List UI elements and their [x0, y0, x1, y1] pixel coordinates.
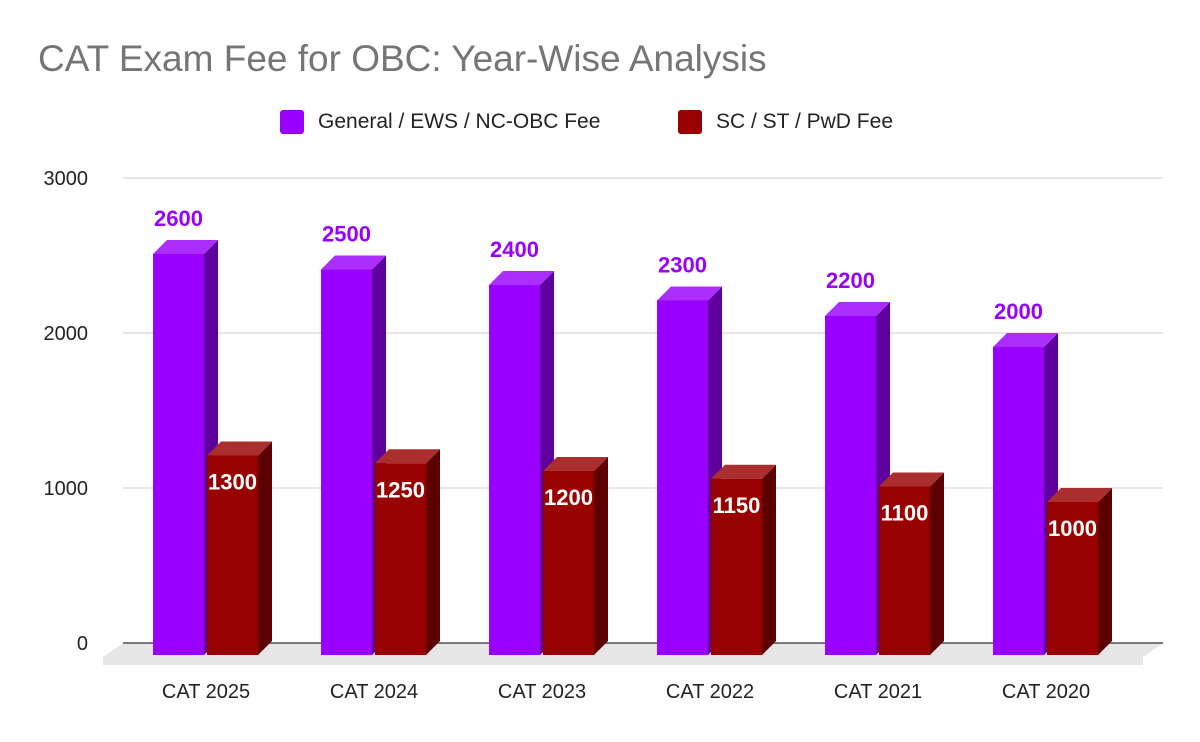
data-label: 1150 — [713, 493, 761, 518]
legend-item-general: General / EWS / NC-OBC Fee — [280, 110, 600, 134]
bar — [993, 347, 1044, 655]
x-tick-label: CAT 2025 — [162, 681, 250, 703]
data-label: 1250 — [376, 477, 425, 502]
bar — [825, 316, 876, 655]
x-tick-label: CAT 2024 — [330, 681, 418, 703]
bar — [375, 463, 426, 655]
x-tick-label: CAT 2021 — [834, 681, 922, 703]
bar-top — [207, 441, 272, 456]
data-label: 2000 — [994, 299, 1043, 324]
bar — [153, 254, 204, 655]
data-label: 2300 — [658, 253, 707, 278]
legend-item-reserved: SC / ST / PwD Fee — [678, 110, 893, 134]
bar — [711, 478, 762, 655]
legend-label-reserved: SC / ST / PwD Fee — [716, 110, 893, 133]
bar — [489, 285, 540, 655]
bar-top — [543, 457, 608, 471]
data-label: 2400 — [490, 237, 539, 262]
bar-top — [993, 333, 1058, 347]
bar — [207, 455, 258, 655]
x-tick-label: CAT 2022 — [666, 681, 754, 703]
bar-top — [153, 240, 218, 254]
bar — [1047, 502, 1098, 655]
data-label: 1100 — [881, 501, 929, 526]
bar-top — [321, 255, 386, 270]
data-label: 1000 — [1048, 516, 1097, 541]
bar — [543, 471, 594, 655]
bar — [321, 269, 372, 655]
bar-side — [426, 449, 440, 655]
y-tick-label: 2000 — [44, 323, 89, 345]
data-label: 2200 — [826, 268, 875, 293]
bar-top — [375, 449, 440, 464]
y-tick-label: 1000 — [44, 478, 89, 500]
bar-side — [762, 464, 776, 655]
bar-top — [825, 302, 890, 316]
x-tick-label: CAT 2023 — [498, 681, 586, 703]
bar-side — [258, 441, 272, 655]
bar-side — [930, 472, 944, 655]
y-tick-label: 3000 — [44, 168, 89, 190]
bar — [657, 300, 708, 655]
legend-label-general: General / EWS / NC-OBC Fee — [318, 110, 601, 133]
y-tick-label: 0 — [77, 633, 88, 655]
bar — [879, 486, 930, 655]
data-label: 2600 — [154, 206, 203, 231]
legend-swatch-general — [280, 110, 304, 134]
data-label: 1300 — [208, 470, 257, 495]
bar-top — [879, 472, 944, 487]
legend: General / EWS / NC-OBC Fee SC / ST / PwD… — [0, 110, 1200, 140]
data-label: 2500 — [322, 222, 371, 247]
data-label: 1200 — [544, 485, 593, 510]
legend-swatch-reserved — [678, 110, 702, 134]
bar-top — [711, 464, 776, 479]
bar-top — [489, 271, 554, 285]
bar-top — [1047, 488, 1112, 502]
bar-top — [657, 286, 722, 301]
chart-title: CAT Exam Fee for OBC: Year-Wise Analysis — [38, 38, 767, 79]
bar-side — [1098, 488, 1112, 655]
x-tick-label: CAT 2020 — [1002, 681, 1090, 703]
bar-side — [594, 457, 608, 655]
